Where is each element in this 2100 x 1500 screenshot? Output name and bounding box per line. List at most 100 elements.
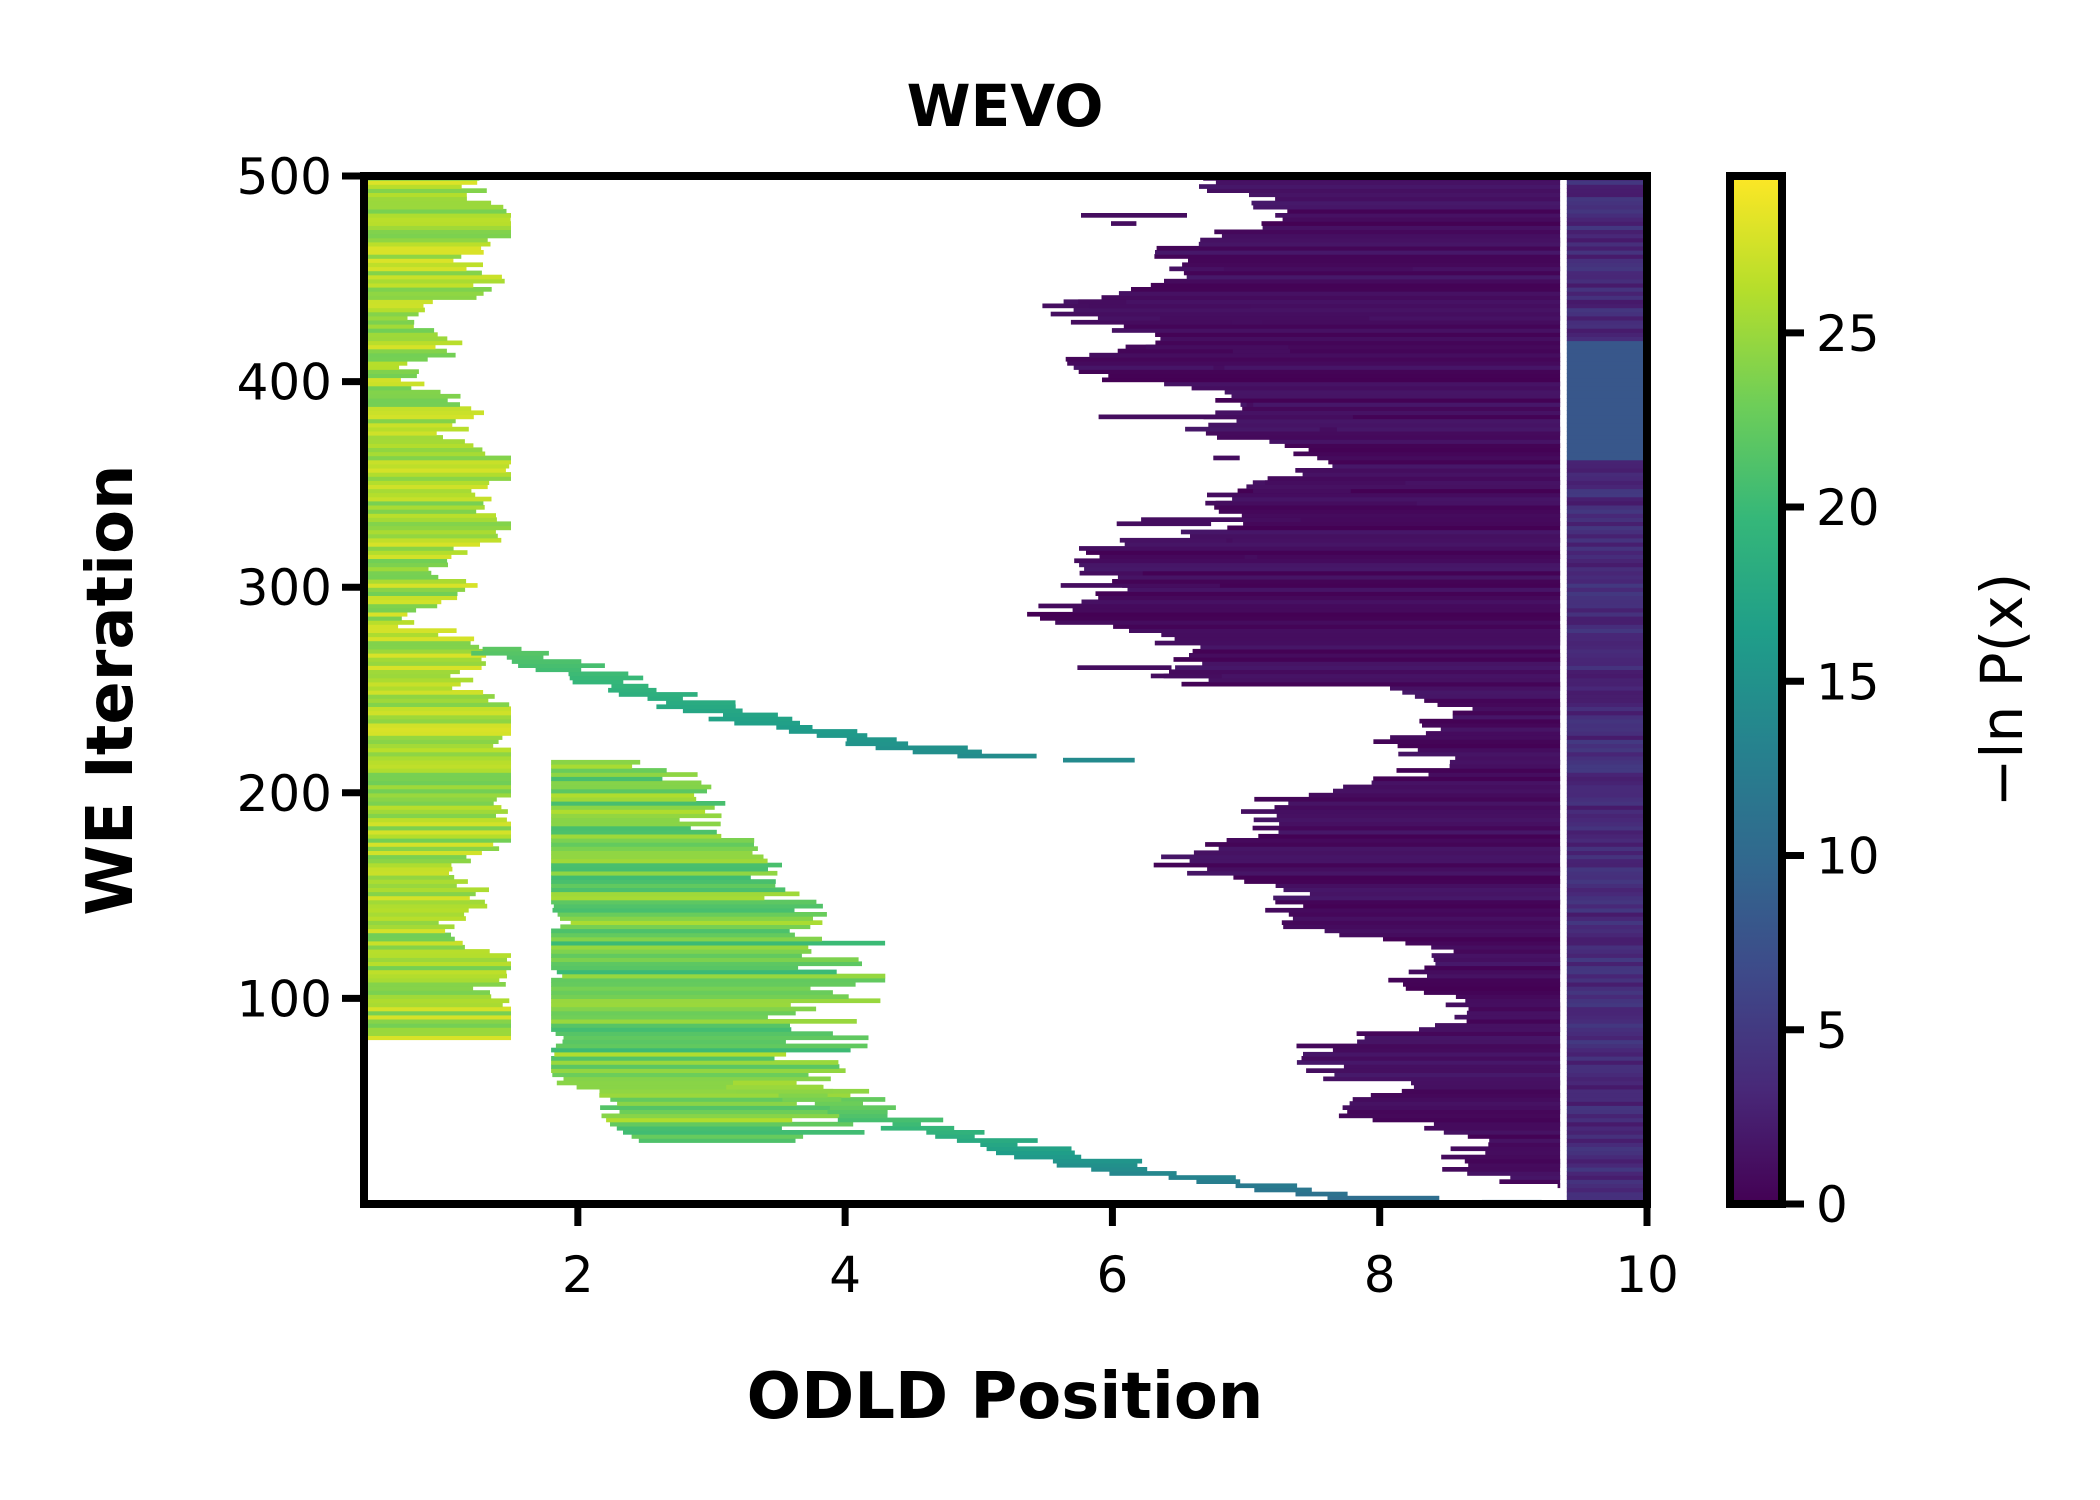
basin-cell [1423,990,1561,995]
basin-edge-cell [1566,982,1647,987]
basin-edge-cell [1566,250,1647,255]
basin-edge-cell [1566,192,1647,198]
basin-edge-cell [1566,1014,1647,1020]
basin-edge-cell [1566,1183,1647,1189]
wall-cell [364,303,424,309]
basin-edge-cell [1566,796,1647,802]
trajectory-cell [535,667,582,673]
wall-cell [364,237,488,243]
basin-cell [1218,509,1561,514]
basin-cell [1296,1060,1561,1065]
wall-cell [364,632,439,638]
basin-edge-cell [1566,377,1647,383]
basin-edge-cell [1566,1154,1647,1160]
basin-cell [1214,229,1561,235]
trajectory-cell [814,1101,863,1106]
basin-cell [1489,1138,1561,1143]
trajectory-cell [734,720,800,726]
basin-edge-cell [1566,315,1647,321]
mid-cell [551,1023,790,1028]
basin-edge-cell [1566,768,1647,773]
wall-cell [364,681,461,687]
basin-edge-cell [1566,895,1647,901]
basin-edge-cell [1566,455,1647,461]
wall-cell [364,579,467,584]
basin-edge-cell [1566,673,1647,679]
wall-cell [364,842,494,847]
trajectory-cell [996,1150,1075,1156]
mid-cell [551,768,667,773]
basin-edge-cell [1566,809,1647,814]
basin-cell [1465,998,1561,1004]
basin-edge-cell [1566,1035,1647,1041]
basin-cell [1396,768,1561,773]
wall-cell [364,792,511,798]
basin-edge-cell [1566,755,1647,761]
basin-cell [1182,262,1561,268]
wall-cell [364,1010,511,1016]
basin-cell [1414,694,1561,699]
wall-cell [364,784,511,790]
wall-cell [364,928,446,934]
basin-cell [1072,607,1561,613]
wall-cell [364,768,511,773]
basin-cell [1086,550,1561,555]
wall-cell [364,759,511,765]
trajectory-cell [778,1093,828,1098]
wall-cell [364,184,462,189]
basin-edge-cell [1566,311,1647,317]
basin-edge-cell [1566,1195,1647,1201]
wall-cell [364,965,511,971]
wall-cell [364,426,469,432]
basin-edge-cell [1566,928,1647,934]
basin-cell [1232,496,1561,502]
basin-cell [1452,714,1561,720]
basin-cell [1467,1171,1561,1176]
y-tick-label: 100 [237,970,332,1028]
basin-cell [1433,1121,1561,1127]
wall-cell [364,805,502,810]
basin-edge-cell [1566,953,1647,958]
wall-cell [364,418,456,424]
mid-cell [562,1039,786,1045]
wall-cell [364,266,467,272]
basin-cell [1388,977,1561,983]
mid-cell [551,821,721,827]
wall-cell [364,472,511,477]
wall-cell [364,270,482,276]
basin-edge-cell [1566,743,1647,749]
trajectory-cell [880,1125,955,1131]
wall-cell [364,838,511,843]
mid-cell [551,846,758,851]
wall-cell [364,599,442,605]
wall-cell [364,299,433,305]
basin-cell [1347,1109,1561,1115]
basin-cell [1249,192,1561,198]
basin-cell [1317,455,1561,461]
basin-edge-cell [1566,751,1647,757]
basin-cell [1117,348,1561,354]
basin-edge-cell [1566,829,1647,835]
wall-cell [364,710,511,716]
basin-edge-cell [1566,451,1647,457]
wall-cell [364,229,511,235]
basin-edge-cell [1566,241,1647,247]
basin-edge-cell [1566,385,1647,391]
basin-cell [1188,258,1561,263]
wall-cell [364,496,492,502]
basin-cell [1155,340,1561,346]
basin-cell [1067,361,1561,366]
basin-edge-cell [1566,1056,1647,1061]
basin-cell [1174,636,1561,642]
basin-cell [1383,936,1561,942]
basin-edge-cell [1566,661,1647,666]
basin-edge-cell [1566,879,1647,884]
mid-cell [599,1093,851,1098]
basin-edge-cell [1566,1002,1647,1008]
mid-cell [551,990,833,995]
basin-edge-cell [1566,788,1647,794]
basin-cell [1357,1039,1561,1045]
trajectory-cell [1052,1158,1143,1164]
mid-cell [551,764,633,769]
basin-cell [1352,1097,1561,1102]
